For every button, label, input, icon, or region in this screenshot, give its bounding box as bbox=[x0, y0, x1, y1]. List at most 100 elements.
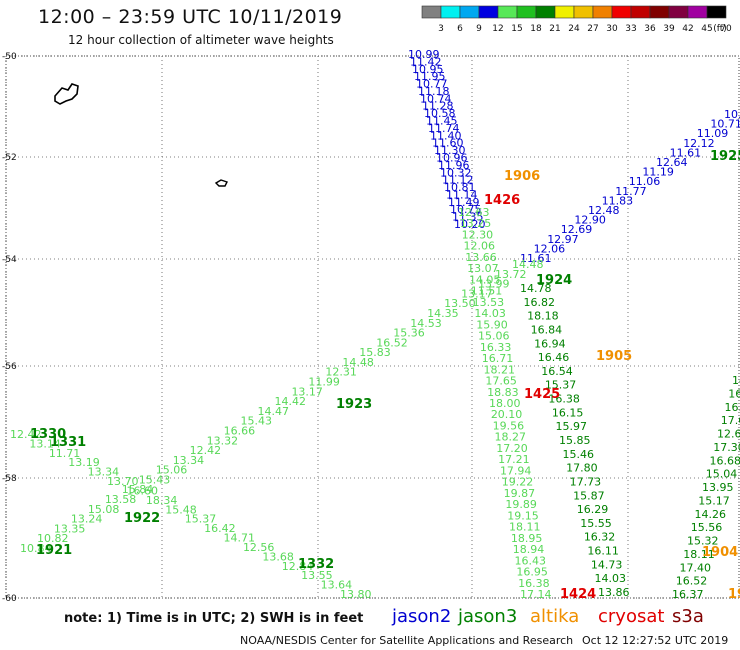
wave-height-value: 13.50 bbox=[444, 297, 476, 310]
wave-height-value: 10.75 bbox=[450, 203, 482, 216]
wave-height-value: 12.56 bbox=[243, 541, 274, 554]
wave-height-value: 13.17 bbox=[291, 385, 323, 398]
wave-height-value: 10.90 bbox=[724, 108, 740, 121]
wave-height-value: 16.43 bbox=[515, 554, 547, 567]
wave-height-value: 15.85 bbox=[559, 434, 591, 447]
wave-height-value: 13.64 bbox=[321, 579, 353, 592]
pass-time-label: 1923 bbox=[336, 397, 372, 412]
wave-height-value: 16.38 bbox=[548, 393, 580, 406]
wave-height-value: 16.52 bbox=[676, 575, 708, 588]
wave-height-value: 12.84 bbox=[282, 560, 314, 573]
wave-height-value: 15.08 bbox=[88, 503, 120, 516]
colorbar-label: 36 bbox=[644, 24, 656, 34]
wave-height-value: 14.48 bbox=[512, 258, 544, 271]
wave-height-value: 13.53 bbox=[473, 296, 505, 309]
wave-height-colorbar: 3 6 9 12 15 18 21 24 27 30 33 36 39 42 45 70(ft) bbox=[421, 5, 732, 34]
wave-height-value: 12.48 bbox=[588, 204, 620, 217]
colorbar-label: 27 bbox=[587, 24, 598, 34]
wave-height-value: 15.97 bbox=[555, 420, 587, 433]
wave-height-value: 11.42 bbox=[410, 55, 442, 68]
wave-height-value: 13.99 bbox=[478, 278, 510, 291]
legend-altika: altika bbox=[530, 606, 580, 627]
footnote: note: 1) Time is in UTC; 2) SWH is in fe… bbox=[64, 611, 364, 626]
pass-time-label: 1925 bbox=[710, 149, 740, 164]
wave-height-value: 15.56 bbox=[691, 521, 723, 534]
wave-height-value: 16.42 bbox=[204, 522, 236, 535]
colorbar-label: 45 bbox=[701, 24, 712, 34]
wave-height-value: 11.19 bbox=[642, 166, 674, 179]
wave-height-value: 11.77 bbox=[615, 185, 647, 198]
legend-jason3: jason3 bbox=[458, 606, 518, 627]
credit-line: NOAA/NESDIS Center for Satellite Applica… bbox=[240, 634, 574, 647]
wave-height-value: 13.34 bbox=[173, 454, 205, 467]
wave-height-value: 18.34 bbox=[146, 494, 178, 507]
wave-height-value: 16.46 bbox=[538, 351, 570, 364]
wave-height-value: 18.83 bbox=[487, 386, 519, 399]
wave-height-value: 15.90 bbox=[476, 318, 508, 331]
wave-height-value: 19.87 bbox=[504, 487, 536, 500]
pass-time-label: 1330 bbox=[30, 427, 66, 442]
wave-height-value: 12.97 bbox=[547, 233, 579, 246]
pass-time-label: 1924 bbox=[536, 273, 572, 288]
auckland-islands bbox=[54, 83, 79, 105]
wave-height-value: 15.84 bbox=[122, 483, 154, 496]
latitude-label: -54 bbox=[2, 255, 17, 265]
wave-height-value: 16.94 bbox=[534, 337, 566, 350]
wave-height-value: 11.60 bbox=[432, 137, 464, 150]
pass-time-label: 1922 bbox=[124, 511, 160, 526]
wave-height-value: 11.28 bbox=[422, 100, 454, 113]
wave-height-value: 15.17 bbox=[698, 494, 730, 507]
colorbar-label: 24 bbox=[568, 24, 580, 34]
wave-height-value: 14.26 bbox=[695, 508, 727, 521]
wave-height-value: 12.42 bbox=[190, 444, 222, 457]
wave-height-value: 10.95 bbox=[412, 63, 444, 76]
wave-height-value: 10.77 bbox=[416, 78, 448, 91]
colorbar-label: (ft) bbox=[713, 24, 727, 34]
wave-height-value: 13.68 bbox=[262, 550, 294, 563]
wave-height-value: 18.21 bbox=[484, 363, 516, 376]
wave-height-value: 12.61 bbox=[717, 428, 740, 441]
wave-height-value: 14.78 bbox=[520, 282, 552, 295]
wave-height-value: 13.19 bbox=[68, 456, 100, 469]
wave-height-value: 16.15 bbox=[552, 406, 584, 419]
colorbar-label: 39 bbox=[663, 24, 675, 34]
wave-height-value: 11.06 bbox=[629, 175, 661, 188]
wave-height-value: 16.84 bbox=[725, 401, 740, 414]
wave-height-value: 14.71 bbox=[224, 532, 256, 545]
wave-height-value: 13.72 bbox=[495, 268, 527, 281]
wave-height-value: 10.81 bbox=[444, 181, 476, 194]
wave-height-value: 17.21 bbox=[498, 453, 530, 466]
wave-height-value: 19.22 bbox=[502, 476, 534, 489]
wave-height-value: 12.06 bbox=[534, 242, 566, 255]
legend-jason2: jason2 bbox=[392, 606, 452, 627]
pass-time-label: 1905 bbox=[596, 349, 632, 364]
wave-height-value: 16.38 bbox=[518, 577, 550, 590]
pass-time-label: 1331 bbox=[50, 435, 86, 450]
wave-height-value: 17.80 bbox=[566, 462, 598, 475]
wave-height-value: 12.12 bbox=[683, 137, 715, 150]
latitude-label: -50 bbox=[2, 52, 17, 62]
wave-height-value: 11.74 bbox=[428, 122, 460, 135]
wave-height-value: 13.32 bbox=[207, 434, 239, 447]
colorbar-label: 6 bbox=[457, 24, 463, 34]
wave-height-value: 11.14 bbox=[446, 188, 478, 201]
wave-height-value: 15.04 bbox=[706, 468, 738, 481]
wave-height-value: 16.2 bbox=[728, 387, 740, 400]
wave-height-value: 11.45 bbox=[426, 115, 458, 128]
legend-cryosat: cryosat bbox=[598, 606, 665, 627]
latitude-label: -58 bbox=[2, 474, 17, 484]
generation-timestamp: Oct 12 12:27:52 UTC 2019 bbox=[582, 634, 729, 647]
pass-time-label: 1332 bbox=[298, 557, 334, 572]
colorbar-label: 12 bbox=[492, 24, 503, 34]
wave-height-value: 17.73 bbox=[570, 475, 602, 488]
colorbar-swatch bbox=[706, 5, 727, 19]
legend-s3a: s3a bbox=[672, 606, 704, 627]
pass-time-label: 1426 bbox=[484, 193, 520, 208]
wave-height-value: 18.94 bbox=[513, 543, 545, 556]
wave-height-value: 16.71 bbox=[482, 352, 514, 365]
wave-height-value: 13.17 bbox=[461, 287, 493, 300]
wave-height-value: 13.86 bbox=[598, 586, 630, 599]
wave-height-value: 16.32 bbox=[584, 531, 616, 544]
latitude-label: -60 bbox=[2, 594, 17, 604]
latitude-label: -52 bbox=[2, 153, 17, 163]
